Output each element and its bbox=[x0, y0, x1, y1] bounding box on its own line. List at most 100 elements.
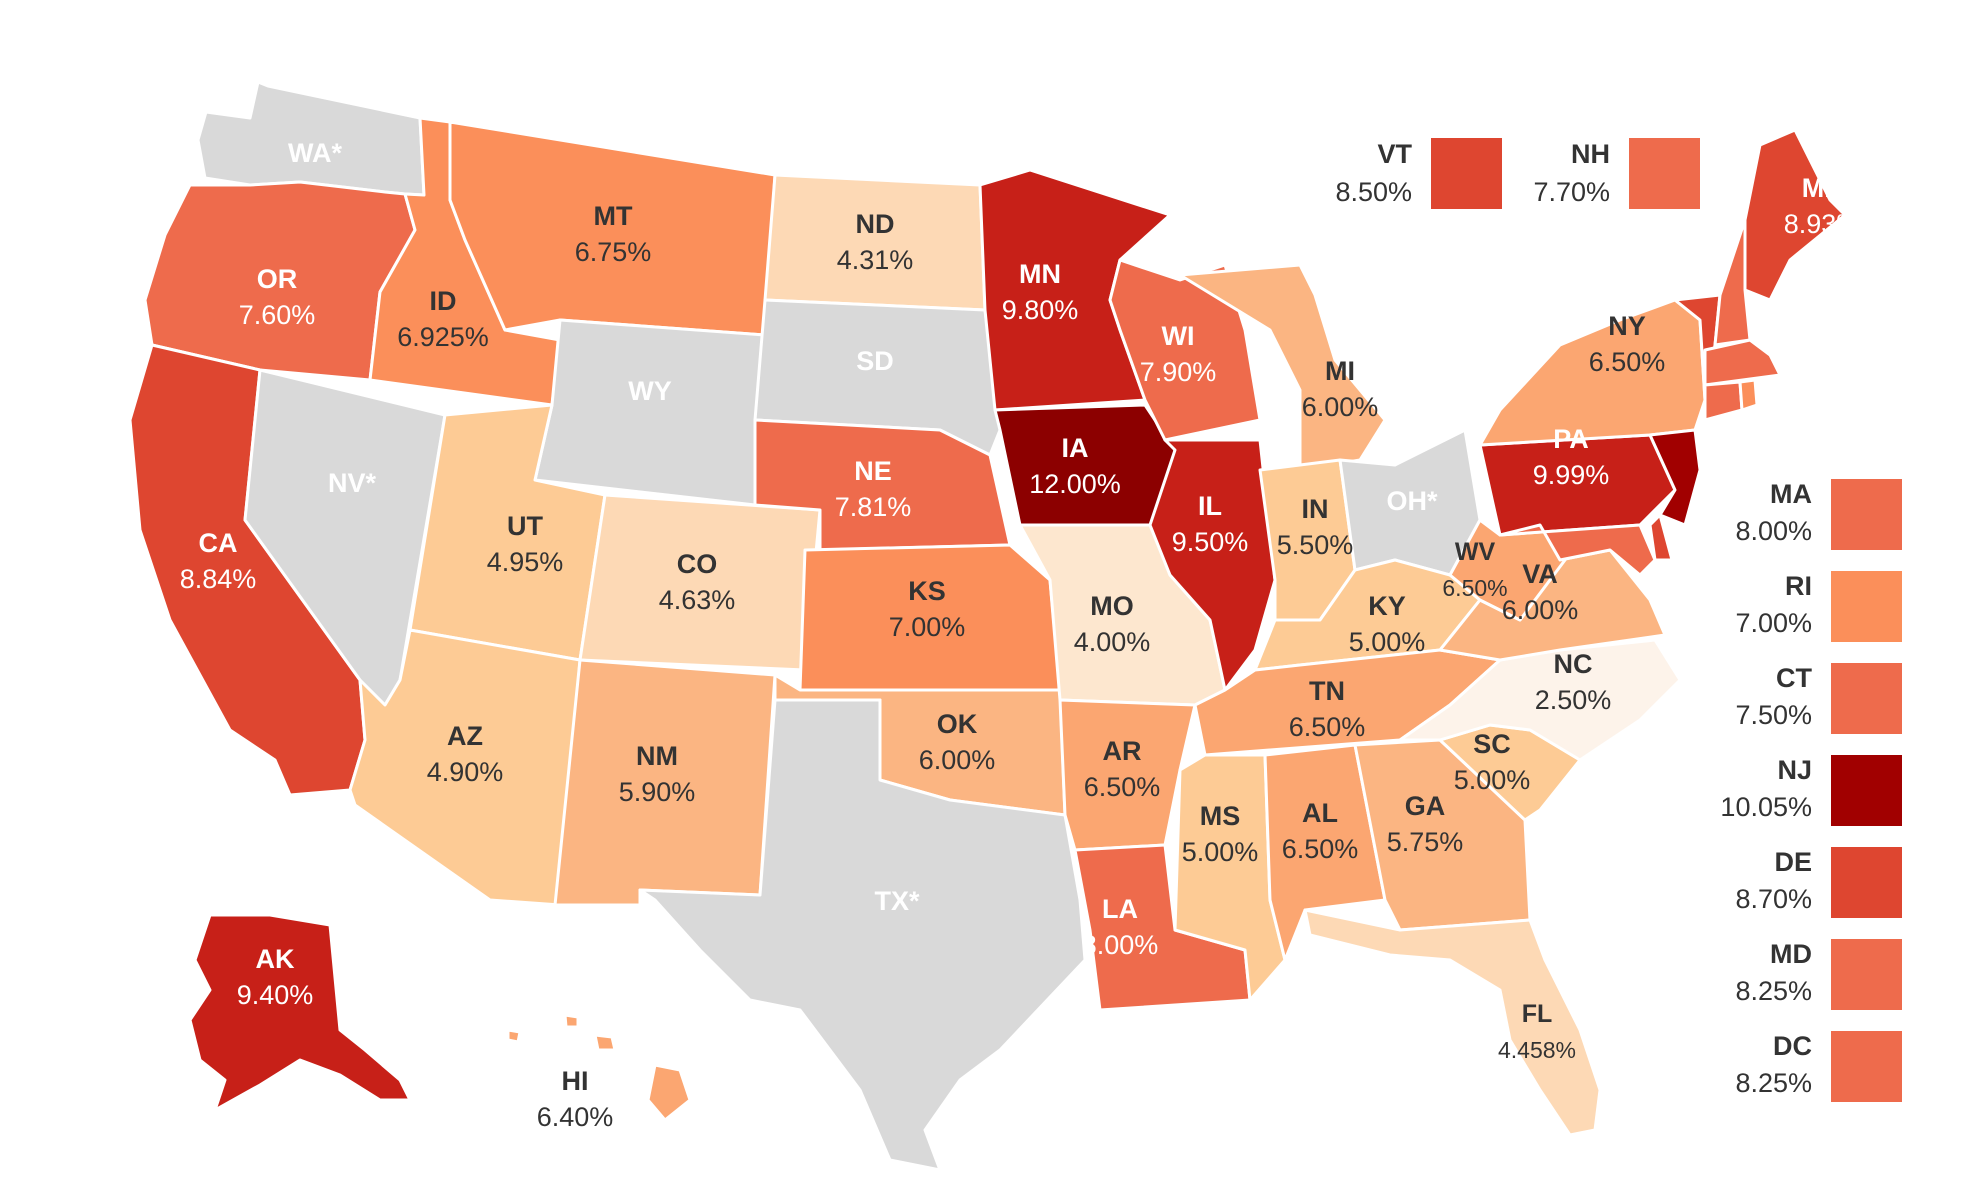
state-rate-co: 4.63% bbox=[659, 585, 736, 615]
state-co bbox=[578, 493, 822, 672]
state-rate-tn: 6.50% bbox=[1289, 712, 1366, 742]
state-label-id: ID bbox=[430, 286, 457, 316]
state-md bbox=[1498, 523, 1657, 577]
state-label-ky: KY bbox=[1368, 591, 1406, 621]
state-label-mn: MN bbox=[1019, 259, 1061, 289]
state-shapes bbox=[128, 80, 1847, 1172]
state-rate-il: 9.50% bbox=[1172, 527, 1249, 557]
state-rate-mn: 9.80% bbox=[1002, 295, 1079, 325]
state-label-tx: TX* bbox=[874, 886, 920, 916]
legend-swatch-dc bbox=[1829, 1029, 1904, 1104]
state-label-co: CO bbox=[677, 549, 718, 579]
state-ct bbox=[1703, 380, 1744, 422]
state-rate-ia: 12.00% bbox=[1029, 469, 1121, 499]
legend-rate-vt: 8.50% bbox=[1335, 177, 1412, 207]
state-rate-ca: 8.84% bbox=[180, 564, 257, 594]
state-rate-nd: 4.31% bbox=[837, 245, 914, 275]
legend-abbr-vt: VT bbox=[1377, 139, 1412, 169]
state-rate-al: 6.50% bbox=[1282, 834, 1359, 864]
legend-swatch-vt bbox=[1429, 136, 1504, 211]
state-label-az: AZ bbox=[447, 721, 483, 751]
state-label-va: VA bbox=[1522, 559, 1558, 589]
state-label-wy: WY bbox=[628, 376, 672, 406]
legend-rate-nj: 10.05% bbox=[1720, 792, 1812, 822]
state-label-ca: CA bbox=[199, 528, 238, 558]
state-label-me: ME bbox=[1802, 173, 1843, 203]
legend-rate-md: 8.25% bbox=[1735, 976, 1812, 1006]
state-label-ga: GA bbox=[1405, 791, 1446, 821]
state-label-hi: HI bbox=[562, 1066, 589, 1096]
legend-abbr-dc: DC bbox=[1773, 1031, 1812, 1061]
legend-swatch-ri bbox=[1829, 569, 1904, 644]
legend-rate-nh: 7.70% bbox=[1533, 177, 1610, 207]
state-rate-ne: 7.81% bbox=[835, 492, 912, 522]
state-label-ak: AK bbox=[256, 944, 295, 974]
state-label-ok: OK bbox=[937, 709, 978, 739]
state-label-sd: SD bbox=[856, 346, 894, 376]
legend-swatch-ma bbox=[1829, 477, 1904, 552]
state-ri bbox=[1738, 378, 1759, 412]
state-fl bbox=[1303, 908, 1602, 1137]
legend-top: VT 8.50% NH 7.70% bbox=[1335, 136, 1702, 211]
state-de bbox=[1648, 513, 1674, 562]
state-label-or: OR bbox=[257, 264, 298, 294]
state-label-nv: NV* bbox=[328, 468, 377, 498]
legend-swatch-nh bbox=[1627, 136, 1702, 211]
state-rate-ga: 5.75% bbox=[1387, 827, 1464, 857]
state-rate-nc: 2.50% bbox=[1535, 685, 1612, 715]
legend-rate-de: 8.70% bbox=[1735, 884, 1812, 914]
state-rate-ak: 9.40% bbox=[237, 980, 314, 1010]
state-mi bbox=[1178, 263, 1387, 472]
state-label-al: AL bbox=[1302, 798, 1338, 828]
state-rate-nm: 5.90% bbox=[619, 777, 696, 807]
legend-rate-ma: 8.00% bbox=[1735, 516, 1812, 546]
legend-rate-ct: 7.50% bbox=[1735, 700, 1812, 730]
state-label-nd: ND bbox=[856, 209, 895, 239]
state-label-wi: WI bbox=[1162, 321, 1195, 351]
legend-abbr-de: DE bbox=[1774, 847, 1812, 877]
legend-rate-ri: 7.00% bbox=[1735, 608, 1812, 638]
legend-swatch-nj bbox=[1829, 753, 1904, 828]
state-rate-ms: 5.00% bbox=[1182, 837, 1259, 867]
legend-rate-dc: 8.25% bbox=[1735, 1068, 1812, 1098]
state-label-wv: WV bbox=[1455, 538, 1496, 566]
legend-abbr-nh: NH bbox=[1571, 139, 1610, 169]
state-label-la: LA bbox=[1102, 894, 1138, 924]
legend-swatch-ct bbox=[1829, 661, 1904, 736]
legend-side: MA 8.00% RI 7.00% CT 7.50% NJ 10.05% DE 8.70% MD 8.… bbox=[1720, 477, 1904, 1104]
state-label-il: IL bbox=[1198, 491, 1222, 521]
legend-swatch-de bbox=[1829, 845, 1904, 920]
state-labels: WA* OR 7.60% CA 8.84% NV* ID 6.925% MT 6.75% WY UT 4… bbox=[180, 138, 1861, 1132]
state-tx bbox=[638, 698, 1087, 1172]
state-rate-ks: 7.00% bbox=[889, 612, 966, 642]
state-ia bbox=[993, 403, 1177, 527]
state-rate-ok: 6.00% bbox=[919, 745, 996, 775]
state-nh bbox=[1713, 218, 1752, 347]
state-label-mo: MO bbox=[1090, 591, 1134, 621]
state-rate-hi: 6.40% bbox=[537, 1102, 614, 1132]
state-nj bbox=[1648, 428, 1702, 527]
state-label-ms: MS bbox=[1200, 801, 1241, 831]
state-rate-mi: 6.00% bbox=[1302, 392, 1379, 422]
state-label-wa: WA* bbox=[288, 138, 342, 168]
state-label-mi: MI bbox=[1325, 356, 1355, 386]
state-label-ut: UT bbox=[507, 511, 543, 541]
state-rate-pa: 9.99% bbox=[1533, 460, 1610, 490]
state-label-ks: KS bbox=[908, 576, 946, 606]
state-rate-ut: 4.95% bbox=[487, 547, 564, 577]
state-rate-in: 5.50% bbox=[1277, 530, 1354, 560]
state-rate-or: 7.60% bbox=[239, 300, 316, 330]
state-rate-ny: 6.50% bbox=[1589, 347, 1666, 377]
legend-abbr-md: MD bbox=[1770, 939, 1812, 969]
state-label-mt: MT bbox=[594, 201, 633, 231]
state-rate-ky: 5.00% bbox=[1349, 627, 1426, 657]
legend-abbr-ct: CT bbox=[1776, 663, 1812, 693]
state-rate-mo: 4.00% bbox=[1074, 627, 1151, 657]
state-label-pa: PA bbox=[1553, 424, 1589, 454]
state-rate-mt: 6.75% bbox=[575, 237, 652, 267]
state-rate-wv: 6.50% bbox=[1442, 575, 1507, 601]
state-label-nm: NM bbox=[636, 741, 678, 771]
state-label-fl: FL bbox=[1522, 1000, 1553, 1028]
state-rate-me: 8.93% bbox=[1784, 209, 1861, 239]
